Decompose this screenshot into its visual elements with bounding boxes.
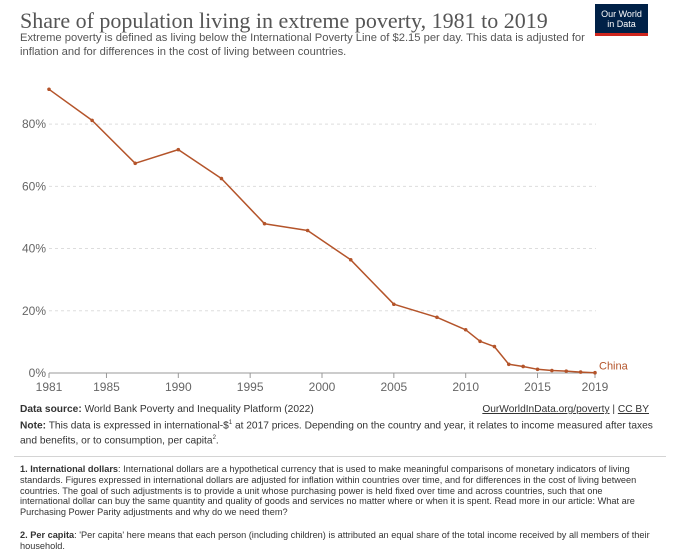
data-point bbox=[176, 147, 181, 152]
data-point bbox=[564, 369, 569, 373]
x-tick-label: 2005 bbox=[380, 380, 407, 394]
data-point bbox=[550, 368, 554, 373]
data-source-text: World Bank Poverty and Inequality Platfo… bbox=[84, 404, 314, 415]
x-tick-label: 1990 bbox=[165, 380, 192, 394]
chart-title: Share of population living in extreme po… bbox=[20, 8, 548, 33]
data-point bbox=[392, 302, 396, 307]
data-point bbox=[478, 339, 482, 344]
x-tick-label: 1995 bbox=[237, 380, 264, 394]
license-link[interactable]: CC BY bbox=[617, 404, 649, 415]
x-tick-label: 2019 bbox=[582, 380, 609, 394]
data-point bbox=[435, 315, 439, 320]
data-point bbox=[348, 257, 353, 262]
footnote-ref-2[interactable]: 2 bbox=[212, 435, 216, 442]
footnote-2-label: 2. Per capita bbox=[20, 530, 75, 540]
series-label-china: China bbox=[599, 361, 629, 373]
note-text-c: . bbox=[215, 435, 219, 447]
data-point bbox=[305, 228, 310, 233]
y-tick-label: 40% bbox=[22, 242, 46, 256]
data-point bbox=[506, 362, 511, 367]
data-point bbox=[521, 364, 525, 369]
data-source: Data source: World Bank Poverty and Ineq… bbox=[20, 404, 314, 415]
series-line-china bbox=[48, 88, 596, 374]
data-source-label: Data source: bbox=[20, 404, 82, 415]
y-tick-label: 20% bbox=[22, 304, 46, 318]
logo-line-2: in Data bbox=[607, 19, 636, 29]
owid-logo[interactable]: Our World in Data bbox=[595, 4, 648, 36]
x-tick-label: 2000 bbox=[309, 380, 336, 394]
y-tick-label: 60% bbox=[22, 179, 46, 193]
footnote-2: 2. Per capita: 'Per capita' here means t… bbox=[20, 530, 655, 552]
data-point bbox=[262, 221, 267, 226]
chart-note: Note: This data is expressed in internat… bbox=[20, 417, 655, 448]
data-point bbox=[90, 118, 94, 123]
chart-subtitle: Extreme poverty is defined as living bel… bbox=[20, 32, 585, 58]
footnote-1: 1. International dollars: International … bbox=[20, 464, 655, 518]
line-chart: 0% 20% 40% 60% 80% 1981 1985 1990 1995 2000 2005 20… bbox=[22, 87, 629, 394]
logo-line-1: Our World bbox=[601, 9, 642, 19]
data-point bbox=[133, 161, 138, 166]
footnote-2-text: : 'Per capita' here means that each pers… bbox=[20, 530, 650, 551]
x-tick-label: 1985 bbox=[93, 380, 120, 394]
data-point bbox=[47, 87, 51, 92]
note-label: Note: bbox=[20, 420, 47, 432]
data-point bbox=[219, 176, 224, 181]
x-tick-label: 2010 bbox=[452, 380, 479, 394]
note-text-a: This data is expressed in international-… bbox=[48, 420, 229, 432]
y-tick-label: 0% bbox=[29, 366, 47, 380]
data-point bbox=[578, 370, 583, 374]
y-tick-label: 80% bbox=[22, 117, 46, 131]
footnote-1-label: 1. International dollars bbox=[20, 464, 119, 474]
footnote-ref-1[interactable]: 1 bbox=[228, 420, 233, 426]
data-point bbox=[492, 344, 497, 349]
x-tick-label: 2015 bbox=[524, 380, 551, 394]
note-text-b: at 2017 prices. Depending on the country… bbox=[20, 420, 653, 447]
x-tick-label: 1981 bbox=[36, 380, 63, 394]
footnote-1-text: : International dollars are a hypothetic… bbox=[20, 464, 637, 518]
data-point bbox=[535, 367, 540, 372]
owid-poverty-link[interactable]: OurWorldInData.org/poverty bbox=[482, 404, 610, 415]
data-point bbox=[593, 370, 597, 375]
license-separator: | bbox=[609, 404, 618, 415]
data-point bbox=[463, 327, 468, 332]
source-link-group: OurWorldInData.org/poverty | CC BY bbox=[482, 404, 649, 415]
footer-divider bbox=[14, 456, 666, 457]
